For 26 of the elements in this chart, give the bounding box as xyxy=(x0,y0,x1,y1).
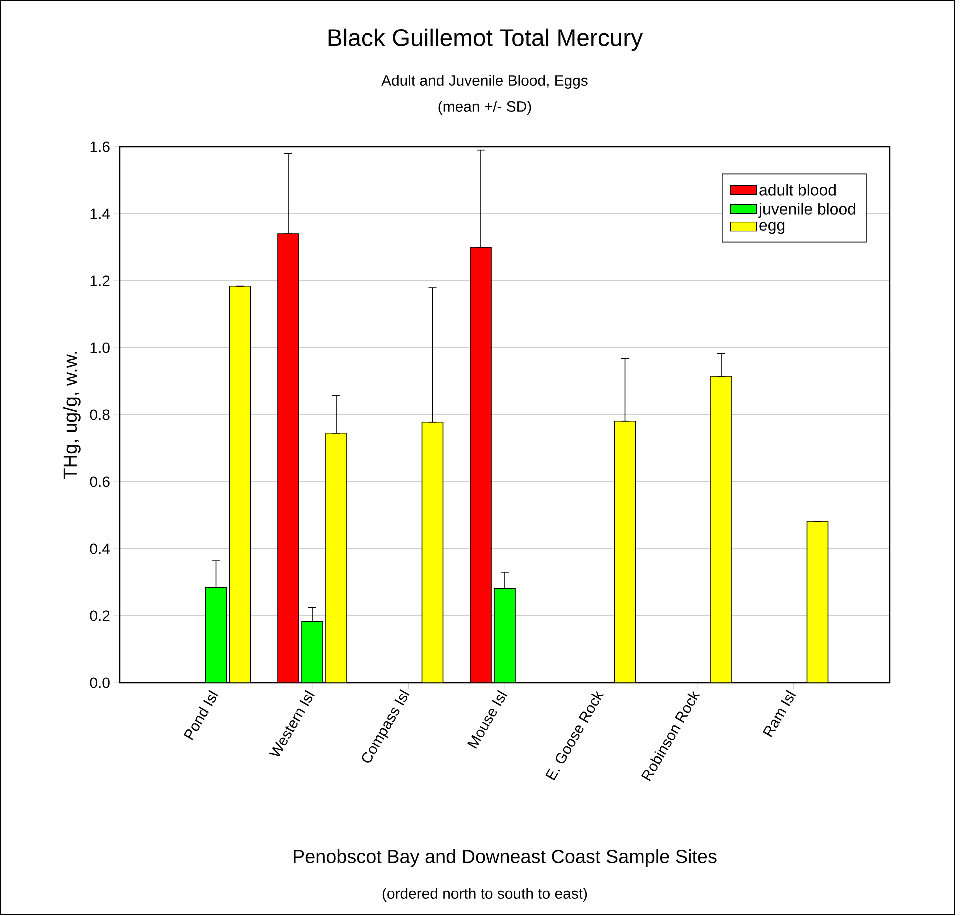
bar xyxy=(806,521,829,683)
bar xyxy=(470,247,492,683)
y-tick-label: 1.4 xyxy=(90,208,110,220)
y-tick-label: 0.8 xyxy=(90,410,110,420)
y-tick-label: 0.4 xyxy=(90,544,110,554)
chart-title: Black Guillemot Total Mercury xyxy=(328,28,644,52)
bar xyxy=(278,234,300,683)
y-tick-label: 0.2 xyxy=(90,610,110,622)
legend-label: egg xyxy=(760,222,785,234)
x-axis-title: Penobscot Bay and Downeast Coast Sample Sites xyxy=(294,850,717,868)
legend-label: juvenile blood xyxy=(758,203,856,218)
y-tick-label: 1.0 xyxy=(90,342,110,354)
y-tick-label: 1.6 xyxy=(90,142,110,152)
y-tick-label: 0.6 xyxy=(90,476,110,488)
y-tick-label: 1.2 xyxy=(90,276,110,286)
bar xyxy=(229,286,252,683)
bar xyxy=(326,433,348,683)
legend-label: adult blood xyxy=(760,184,836,196)
chart-subtitle: Adult and Juvenile Blood, Eggs xyxy=(382,75,588,89)
bar xyxy=(614,420,636,683)
y-tick-label: 0.0 xyxy=(90,678,110,688)
y-axis-title: THg, ug/g, w.w. xyxy=(63,352,81,480)
text: (ordered north to south to east) xyxy=(382,888,588,902)
bar xyxy=(710,376,732,683)
text: (mean +/- SD) xyxy=(438,101,532,115)
bar xyxy=(422,422,444,683)
